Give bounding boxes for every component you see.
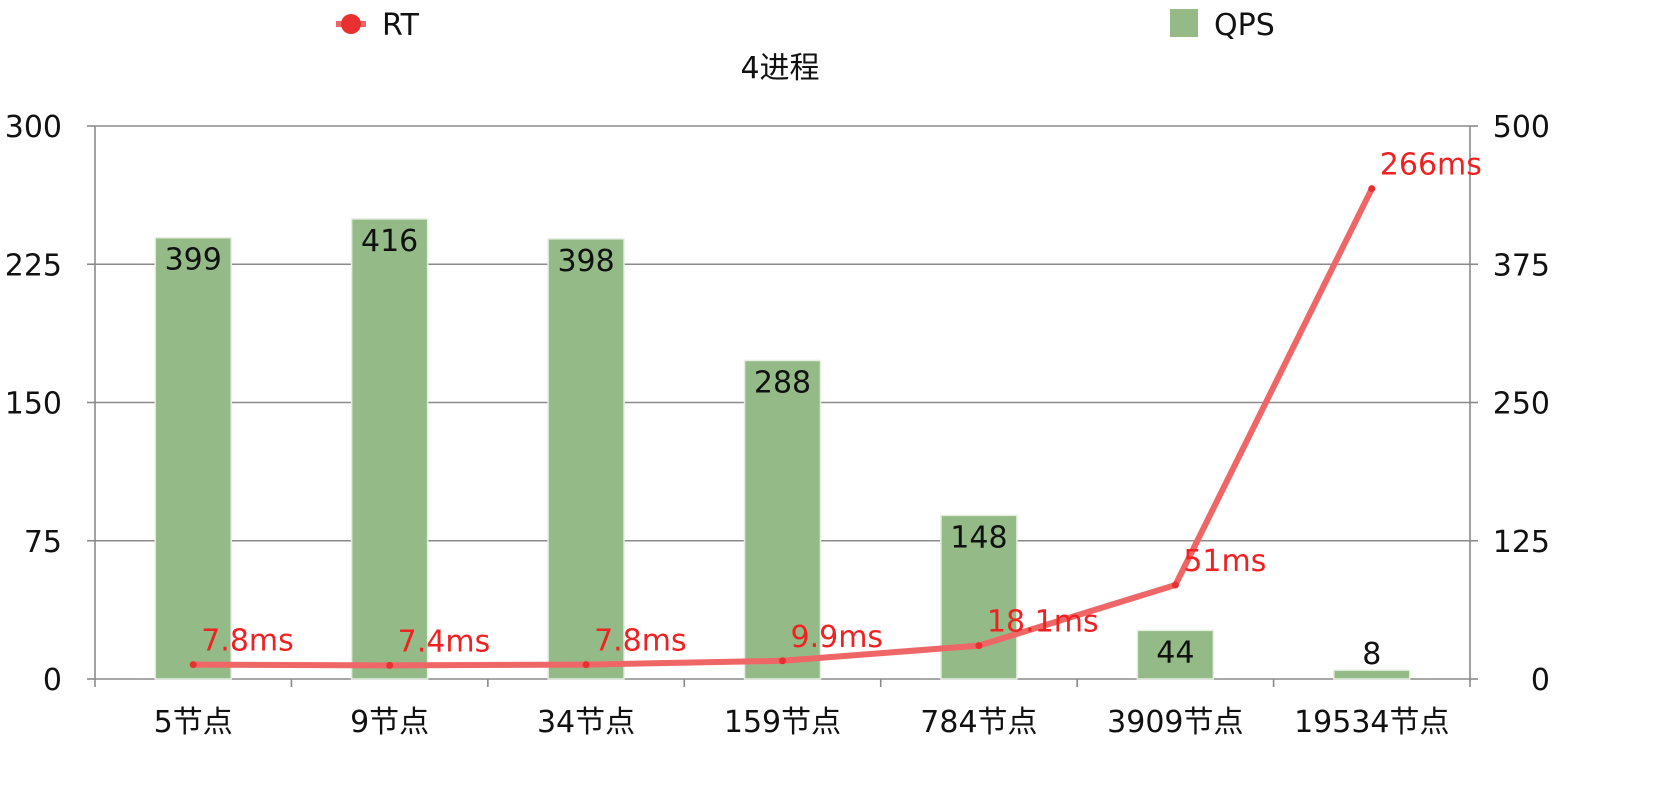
rt-point-label: 7.4ms — [398, 624, 491, 659]
rt-point — [386, 661, 394, 669]
legend-rt-swatch-marker — [341, 14, 361, 34]
rt-point-label: 7.8ms — [594, 624, 687, 659]
rt-point-label: 9.9ms — [791, 620, 884, 655]
x-category-label: 784节点 — [920, 705, 1037, 740]
qps-bar — [547, 238, 625, 680]
qps-bar-label: 398 — [557, 244, 614, 279]
legend-rt-label: RT — [382, 8, 420, 43]
x-category-label: 9节点 — [350, 705, 429, 740]
x-category-label: 159节点 — [724, 705, 841, 740]
rt-point-label: 18.1ms — [987, 605, 1099, 640]
y-right-tick-label: 250 — [1493, 387, 1550, 422]
rt-point — [975, 642, 983, 650]
qps-bar — [154, 236, 232, 680]
rt-point — [1368, 185, 1376, 193]
legend-qps-label: QPS — [1214, 8, 1275, 43]
qps-bar — [350, 218, 429, 680]
qps-bar-label: 8 — [1362, 637, 1381, 672]
y-right-tick-label: 500 — [1493, 110, 1550, 145]
rt-point — [1171, 581, 1179, 589]
rt-point — [189, 661, 197, 669]
qps-bar-label: 399 — [165, 243, 222, 278]
x-category-label: 3909节点 — [1107, 705, 1243, 740]
qps-bars: 399 416 398 288 148 44 8 — [154, 218, 1411, 680]
rt-line-series: 7.8ms 7.4ms 7.8ms 9.9ms 18.1ms 51ms 266ms — [189, 148, 1482, 669]
y-left-tick-label: 0 — [43, 663, 62, 698]
x-category-label: 5节点 — [154, 705, 233, 740]
qps-bar-label: 44 — [1156, 635, 1194, 670]
legend-qps-swatch — [1170, 9, 1198, 37]
rt-point — [582, 661, 590, 669]
x-category-label: 34节点 — [537, 705, 635, 740]
qps-bar — [1136, 629, 1215, 680]
qps-bar-label: 148 — [950, 520, 1007, 555]
y-left-tick-label: 300 — [5, 110, 62, 145]
rt-point-label: 51ms — [1183, 544, 1266, 579]
qps-bar — [940, 514, 1018, 680]
legend: RT QPS — [336, 8, 1275, 43]
axes: 0 0 75 125 150 250 225 375 300 500 5节点 9节点 34节点 159节点… — [5, 110, 1550, 740]
y-right-tick-label: 125 — [1493, 525, 1550, 560]
rt-point-label: 7.8ms — [201, 624, 294, 659]
rt-point — [779, 657, 786, 665]
qps-bar-label: 288 — [754, 365, 811, 400]
qps-bar — [743, 359, 822, 680]
rt-point-label: 266ms — [1380, 148, 1482, 183]
qps-bar-label: 416 — [361, 224, 418, 259]
y-left-tick-label: 150 — [5, 387, 62, 422]
y-right-tick-label: 0 — [1531, 663, 1550, 698]
y-left-tick-label: 225 — [5, 248, 62, 283]
qps-bar — [1333, 669, 1411, 680]
y-right-tick-label: 375 — [1493, 248, 1550, 283]
chart-title: 4进程 — [740, 51, 819, 86]
x-category-label: 19534节点 — [1294, 705, 1449, 740]
y-left-tick-label: 75 — [24, 525, 62, 560]
